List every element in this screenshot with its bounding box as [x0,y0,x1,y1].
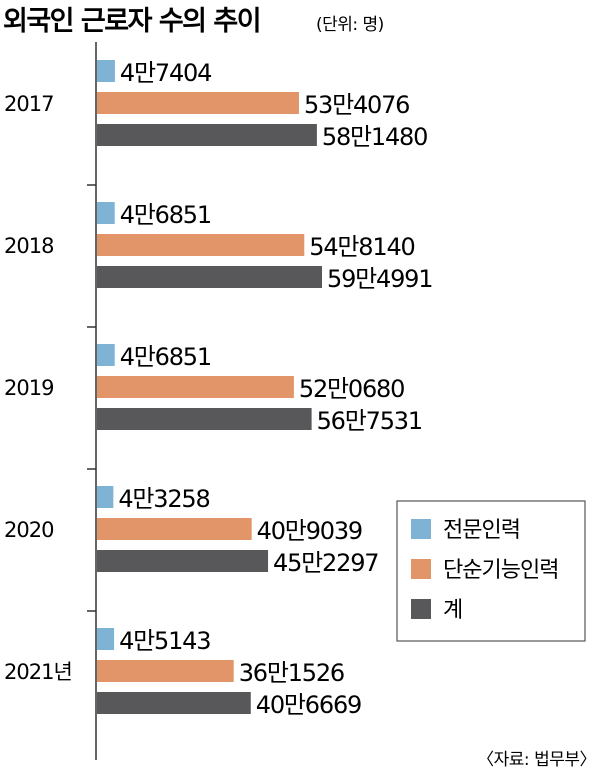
bar [97,124,317,146]
data-label: 36만1526 [239,659,344,687]
data-label: 45만2297 [273,549,378,577]
source-note: 〈자료: 법무부〉 [477,750,596,770]
bar [97,550,269,572]
bar [97,60,115,82]
bar [97,92,299,114]
data-label: 4만6851 [120,201,211,229]
year-label: 2021년 [4,660,72,684]
legend-label: 전문인력 [443,518,520,543]
bar [97,234,305,256]
data-label: 40만9039 [257,517,362,545]
data-label: 53만4076 [304,91,409,119]
bar [97,376,294,398]
data-label: 56만7531 [317,407,422,435]
data-label: 58만1480 [322,123,427,151]
bar [97,266,322,288]
bars [97,60,322,714]
data-label: 54만8140 [309,233,414,261]
year-label: 2019 [4,376,53,400]
bar [97,344,115,366]
legend-label: 계 [443,598,462,623]
bar [97,202,115,224]
year-label: 2018 [4,234,53,258]
data-label: 52만0680 [299,375,404,403]
axis-ticks [87,184,96,612]
bar [97,692,251,714]
unit-label: (단위: 명) [316,15,384,35]
legend-swatch [411,519,431,539]
value-labels: 4만7404 53만4076 58만1480 4만6851 54만8140 59만4991… [118,59,433,719]
data-label: 4만3258 [118,485,209,513]
bar [97,408,312,430]
bar [97,518,252,540]
legend-swatch [411,559,431,579]
chart-title: 외국인 근로자 수의 추이 [3,6,260,37]
data-label: 4만7404 [120,59,211,87]
year-label: 2020 [4,518,53,542]
data-label: 59만4991 [327,265,432,293]
data-label: 4만6851 [120,343,211,371]
bar [97,486,114,508]
data-label: 4만5143 [119,627,210,655]
year-labels: 2017 2018 2019 2020 2021년 [4,92,73,684]
legend-swatch [411,599,431,619]
data-label: 40만6669 [256,691,361,719]
year-label: 2017 [4,92,53,116]
bar [97,660,234,682]
legend-label: 단순기능인력 [443,558,558,583]
bar [97,628,115,650]
